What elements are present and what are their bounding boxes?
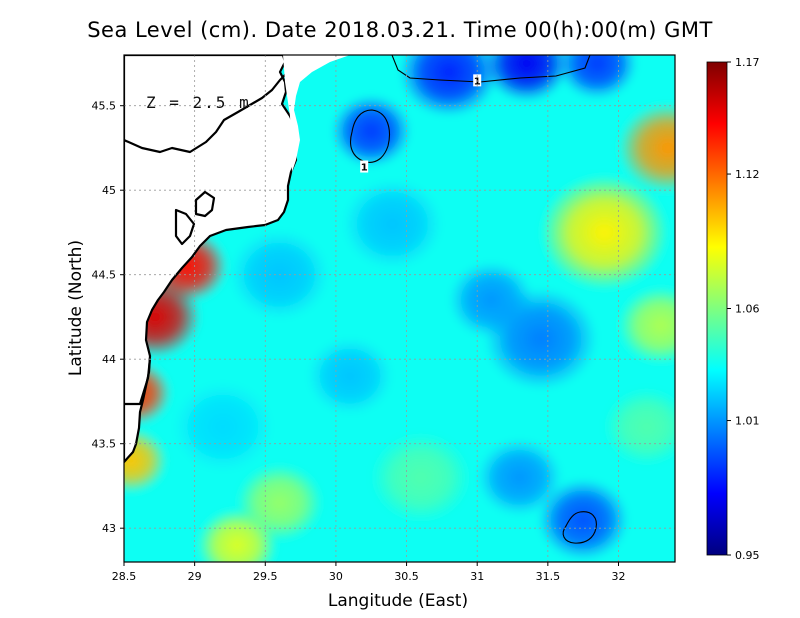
contour-label-bg: [360, 160, 369, 173]
y-tick-label: 43.5: [92, 438, 117, 451]
coastline-inlet: [174, 208, 196, 246]
y-tick-label: 44.5: [92, 269, 117, 282]
field-feature: [557, 55, 637, 100]
coastline-shape: [124, 55, 298, 464]
field-feature: [618, 287, 675, 364]
grid: [124, 55, 675, 562]
x-tick-label: 30.5: [394, 570, 419, 583]
field-feature: [173, 382, 273, 472]
x-tick-label: 29.5: [253, 570, 278, 583]
colorbar-labels: 0.95 1.01 1.06 1.12 1.17: [727, 56, 760, 562]
field-feature: [237, 464, 322, 541]
field-feature: [399, 55, 499, 117]
plot-frame: [123, 54, 676, 563]
colorbar: [707, 62, 727, 555]
colorbar-label: 1.17: [735, 56, 760, 69]
y-tick-label: 45.5: [92, 100, 117, 113]
chart-title: Sea Level (cm). Date 2018.03.21. Time 00…: [87, 18, 713, 42]
colorbar-label: 1.01: [735, 415, 760, 428]
colorbar-label: 1.06: [735, 303, 760, 316]
field-feature: [540, 175, 668, 290]
y-tick-label: 43: [102, 522, 116, 535]
x-tick-label: 29: [188, 570, 202, 583]
x-tick-label: 30: [329, 570, 343, 583]
y-tick-label: 44: [102, 353, 116, 366]
y-tick-label: 45: [102, 184, 116, 197]
field-feature: [307, 337, 393, 415]
field-feature: [371, 432, 471, 523]
y-axis-title: Latitude (North): [66, 240, 86, 376]
field-feature: [604, 388, 675, 465]
axis-ticks: 28.5 29 29.5 30 30.5 31 31.5 32 43 43.5 44 44.5 45 45…: [92, 100, 626, 583]
field-feature: [448, 261, 534, 339]
x-tick-label: 31: [470, 570, 484, 583]
contour-label: 1: [361, 163, 368, 174]
field-feature: [484, 55, 570, 102]
coastline-delta: [124, 357, 152, 406]
field-feature: [331, 95, 411, 167]
field-feature: [537, 479, 629, 561]
coast-fill-north: [283, 55, 350, 172]
colorbar-label: 0.95: [735, 549, 760, 562]
colorbar-label: 1.12: [735, 168, 760, 181]
x-axis-title: Langitude (East): [328, 591, 468, 611]
depth-label: Z = 2.5 m: [146, 93, 251, 112]
field-feature: [618, 103, 675, 193]
coastline-detail: [124, 73, 287, 154]
field-feature: [477, 439, 562, 516]
field-feature: [342, 179, 442, 269]
x-tick-label: 28.5: [112, 570, 137, 583]
coastline-lagoon: [194, 190, 216, 218]
x-tick-label: 31.5: [536, 570, 561, 583]
contour-1-south: [562, 511, 597, 544]
x-tick-label: 32: [611, 570, 625, 583]
land-mask: [124, 55, 350, 464]
